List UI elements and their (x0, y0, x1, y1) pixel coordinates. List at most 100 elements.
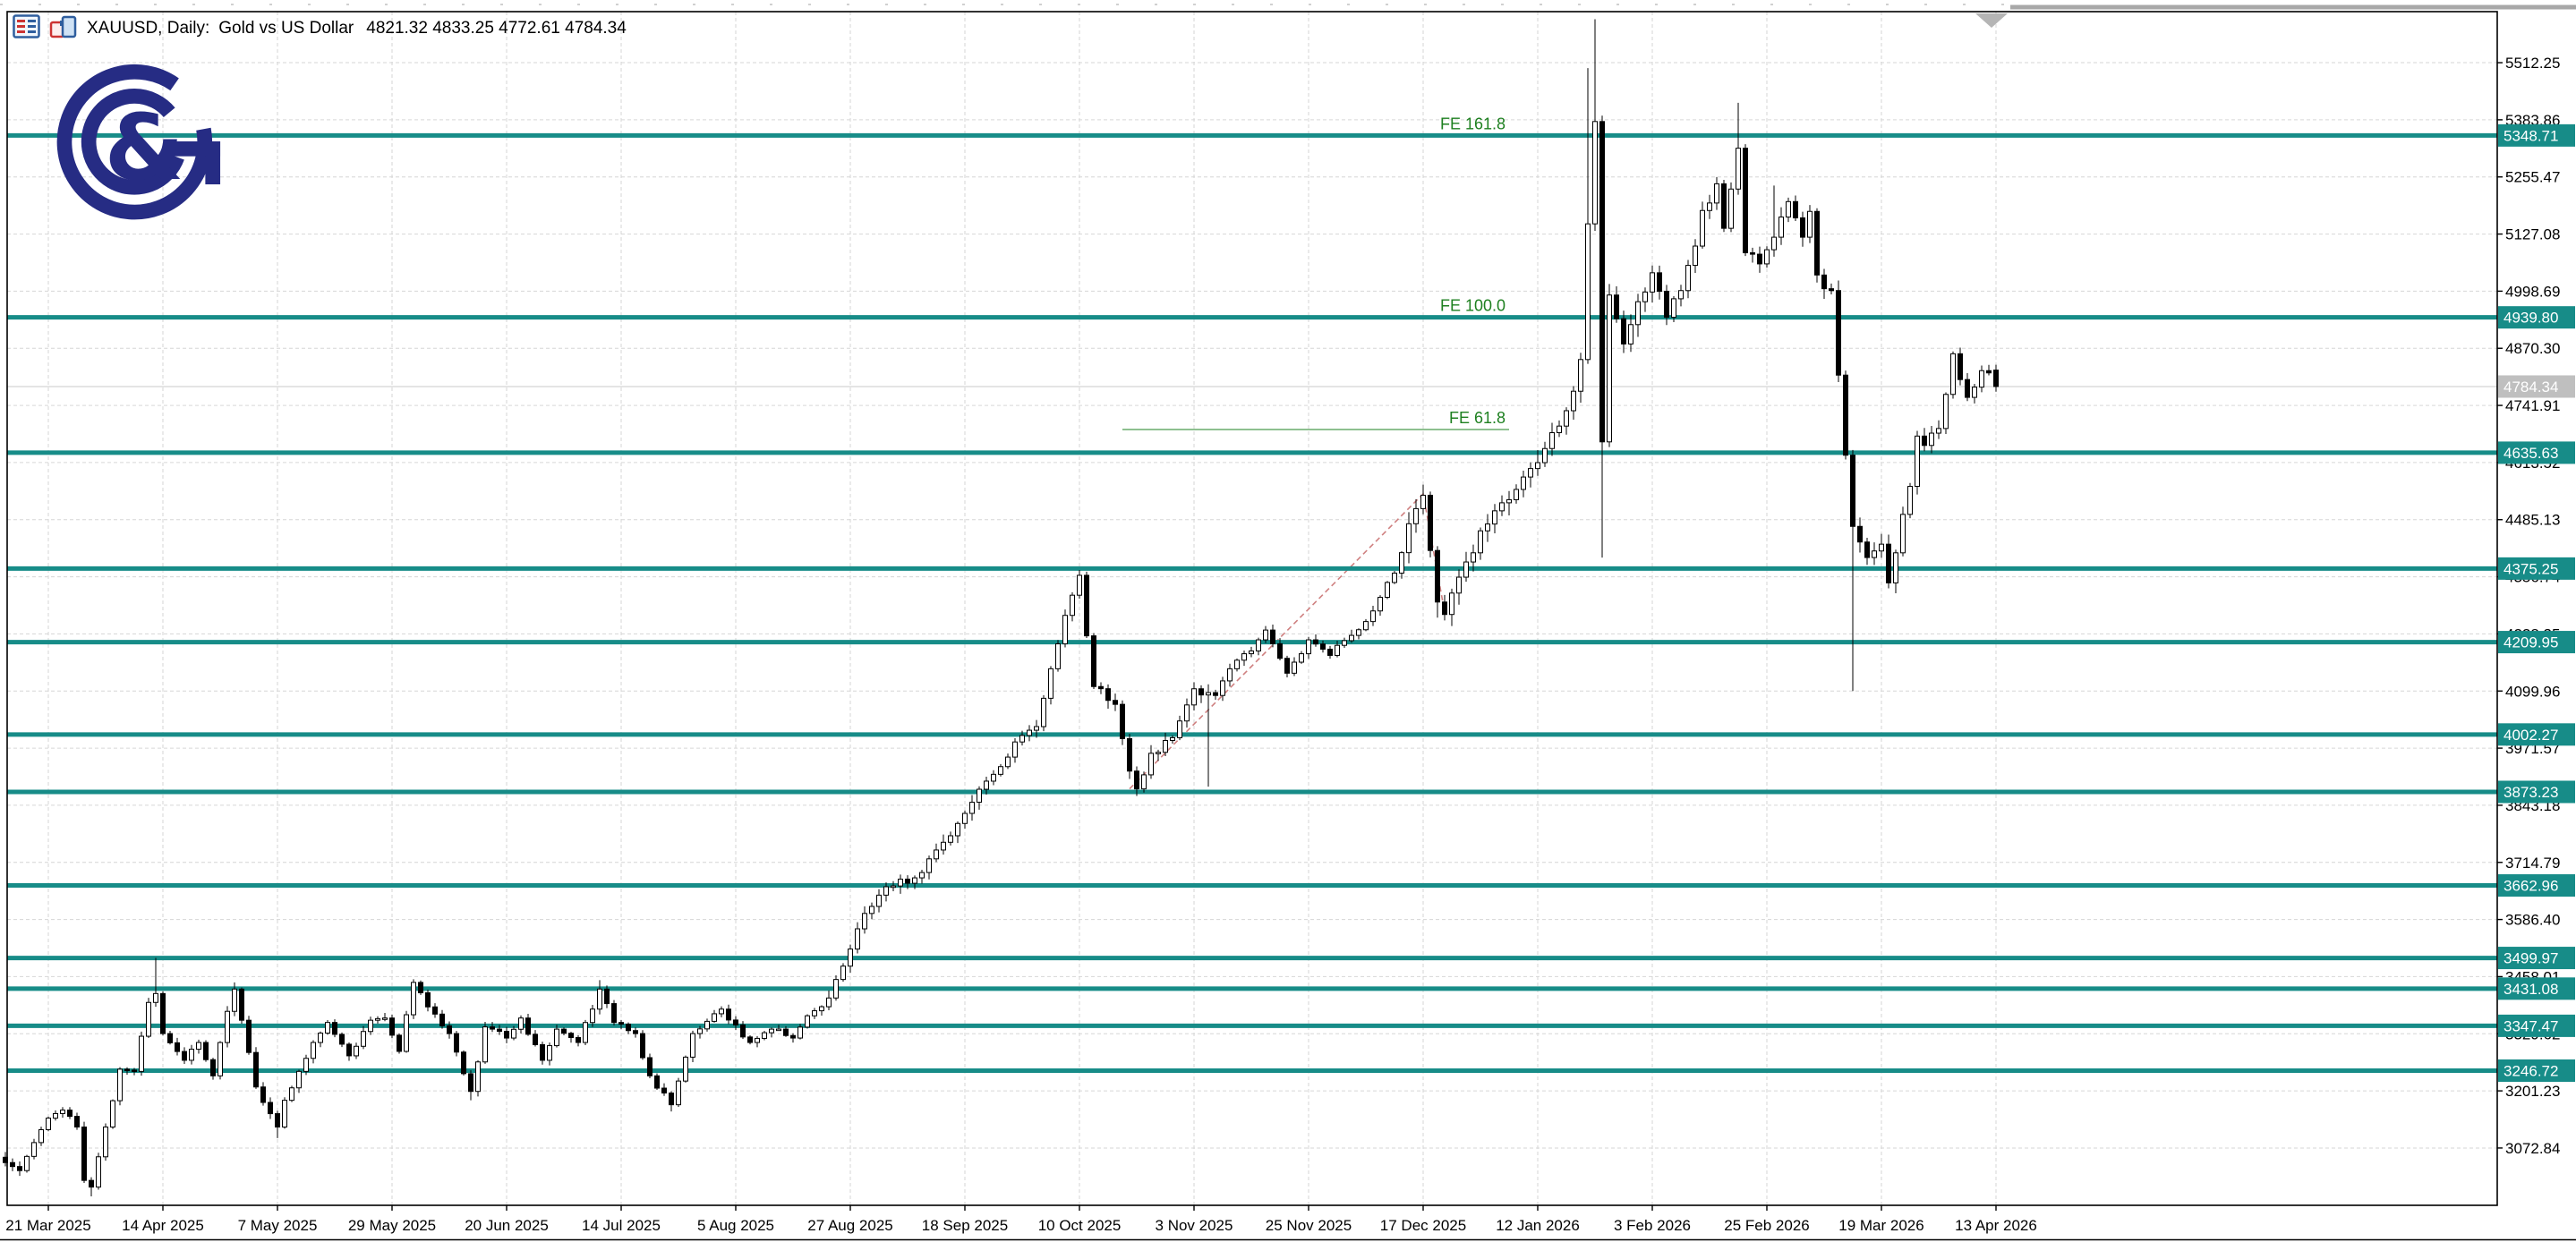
candle[interactable] (182, 1051, 187, 1061)
candle[interactable] (604, 988, 610, 1005)
candle[interactable] (1807, 210, 1813, 238)
candle[interactable] (590, 1008, 595, 1024)
candle[interactable] (325, 1022, 330, 1034)
candle[interactable] (81, 1126, 87, 1181)
candle[interactable] (912, 877, 917, 884)
candle[interactable] (425, 991, 431, 1008)
candle[interactable] (977, 788, 982, 804)
candle[interactable] (1399, 552, 1404, 574)
candle[interactable] (1557, 425, 1562, 434)
candle[interactable] (1048, 668, 1053, 699)
candle[interactable] (1485, 523, 1490, 532)
candle[interactable] (1198, 688, 1204, 696)
candle[interactable] (1113, 700, 1118, 705)
candle[interactable] (218, 1042, 223, 1076)
candle[interactable] (1864, 541, 1870, 558)
candle[interactable] (1478, 530, 1483, 554)
candle[interactable] (1786, 200, 1791, 218)
candle[interactable] (740, 1024, 746, 1038)
candle[interactable] (676, 1080, 681, 1106)
candle[interactable] (418, 982, 423, 993)
candle[interactable] (1564, 410, 1569, 427)
candle[interactable] (898, 878, 903, 887)
candle[interactable] (1693, 245, 1698, 267)
support-resistance-lines[interactable] (7, 132, 2497, 1073)
candle[interactable] (10, 1161, 15, 1168)
candle[interactable] (389, 1017, 395, 1036)
candle[interactable] (948, 835, 953, 843)
candle[interactable] (1442, 601, 1447, 616)
candle[interactable] (1621, 318, 1626, 345)
candle[interactable] (1549, 432, 1555, 449)
candle[interactable] (1678, 290, 1684, 300)
candle[interactable] (354, 1045, 359, 1057)
candle[interactable] (225, 1010, 230, 1043)
candle[interactable] (1592, 121, 1598, 225)
candle[interactable] (246, 1019, 252, 1053)
candle[interactable] (683, 1056, 688, 1082)
candle[interactable] (1156, 752, 1161, 754)
candle[interactable] (891, 885, 896, 889)
candle[interactable] (926, 858, 932, 873)
candle[interactable] (1356, 629, 1361, 636)
candle[interactable] (1872, 550, 1877, 558)
candle[interactable] (1829, 288, 1834, 292)
candle[interactable] (1256, 639, 1261, 651)
candle[interactable] (432, 1006, 438, 1015)
candle[interactable] (1614, 294, 1619, 319)
candle[interactable] (554, 1028, 559, 1047)
candle[interactable] (1163, 740, 1168, 753)
candle[interactable] (1320, 643, 1326, 650)
candle[interactable] (1420, 494, 1426, 509)
candle[interactable] (1778, 217, 1784, 238)
candle[interactable] (1578, 359, 1583, 392)
candle[interactable] (1378, 597, 1383, 612)
chart-windows-icon[interactable] (49, 14, 78, 44)
candle[interactable] (1907, 486, 1913, 515)
candle[interactable] (704, 1020, 710, 1030)
candle[interactable] (826, 997, 832, 1008)
candle[interactable] (454, 1033, 459, 1053)
candle[interactable] (253, 1051, 259, 1088)
candle[interactable] (540, 1043, 545, 1061)
candle[interactable] (411, 982, 416, 1016)
candle[interactable] (1993, 370, 1999, 387)
candle[interactable] (597, 988, 602, 1010)
candle[interactable] (790, 1034, 796, 1039)
market-watch-icon[interactable] (13, 14, 40, 43)
candle[interactable] (196, 1042, 201, 1051)
candle[interactable] (633, 1030, 638, 1034)
candle[interactable] (1120, 703, 1125, 739)
candle[interactable] (525, 1017, 531, 1035)
candle[interactable] (1736, 148, 1741, 190)
candle[interactable] (1585, 223, 1591, 361)
candle[interactable] (203, 1042, 209, 1060)
candle[interactable] (296, 1070, 302, 1089)
candle[interactable] (618, 1022, 624, 1025)
candle[interactable] (991, 773, 996, 782)
candle[interactable] (1915, 435, 1920, 488)
candle[interactable] (747, 1036, 753, 1043)
candle[interactable] (1707, 202, 1712, 211)
candle[interactable] (1027, 729, 1032, 736)
candle[interactable] (1535, 462, 1540, 470)
candle[interactable] (1965, 379, 1970, 398)
candle[interactable] (1335, 644, 1340, 656)
price-axis[interactable]: 5512.255383.865255.475127.084998.694870.… (2497, 55, 2575, 1157)
candle[interactable] (275, 1113, 280, 1127)
candle[interactable] (1950, 353, 1956, 396)
candle[interactable] (626, 1024, 631, 1032)
candle[interactable] (969, 802, 975, 814)
candle[interactable] (1843, 374, 1848, 456)
candle[interactable] (1743, 148, 1748, 253)
candlestick-series[interactable] (3, 19, 1999, 1197)
candle[interactable] (712, 1013, 717, 1022)
candle[interactable] (346, 1043, 352, 1057)
candle[interactable] (1607, 294, 1612, 443)
candle[interactable] (1284, 658, 1290, 674)
candle[interactable] (547, 1045, 552, 1061)
candle[interactable] (1893, 552, 1898, 583)
candle[interactable] (576, 1037, 581, 1043)
chart-shift-triangle[interactable] (1975, 13, 2008, 28)
candle[interactable] (697, 1028, 703, 1034)
